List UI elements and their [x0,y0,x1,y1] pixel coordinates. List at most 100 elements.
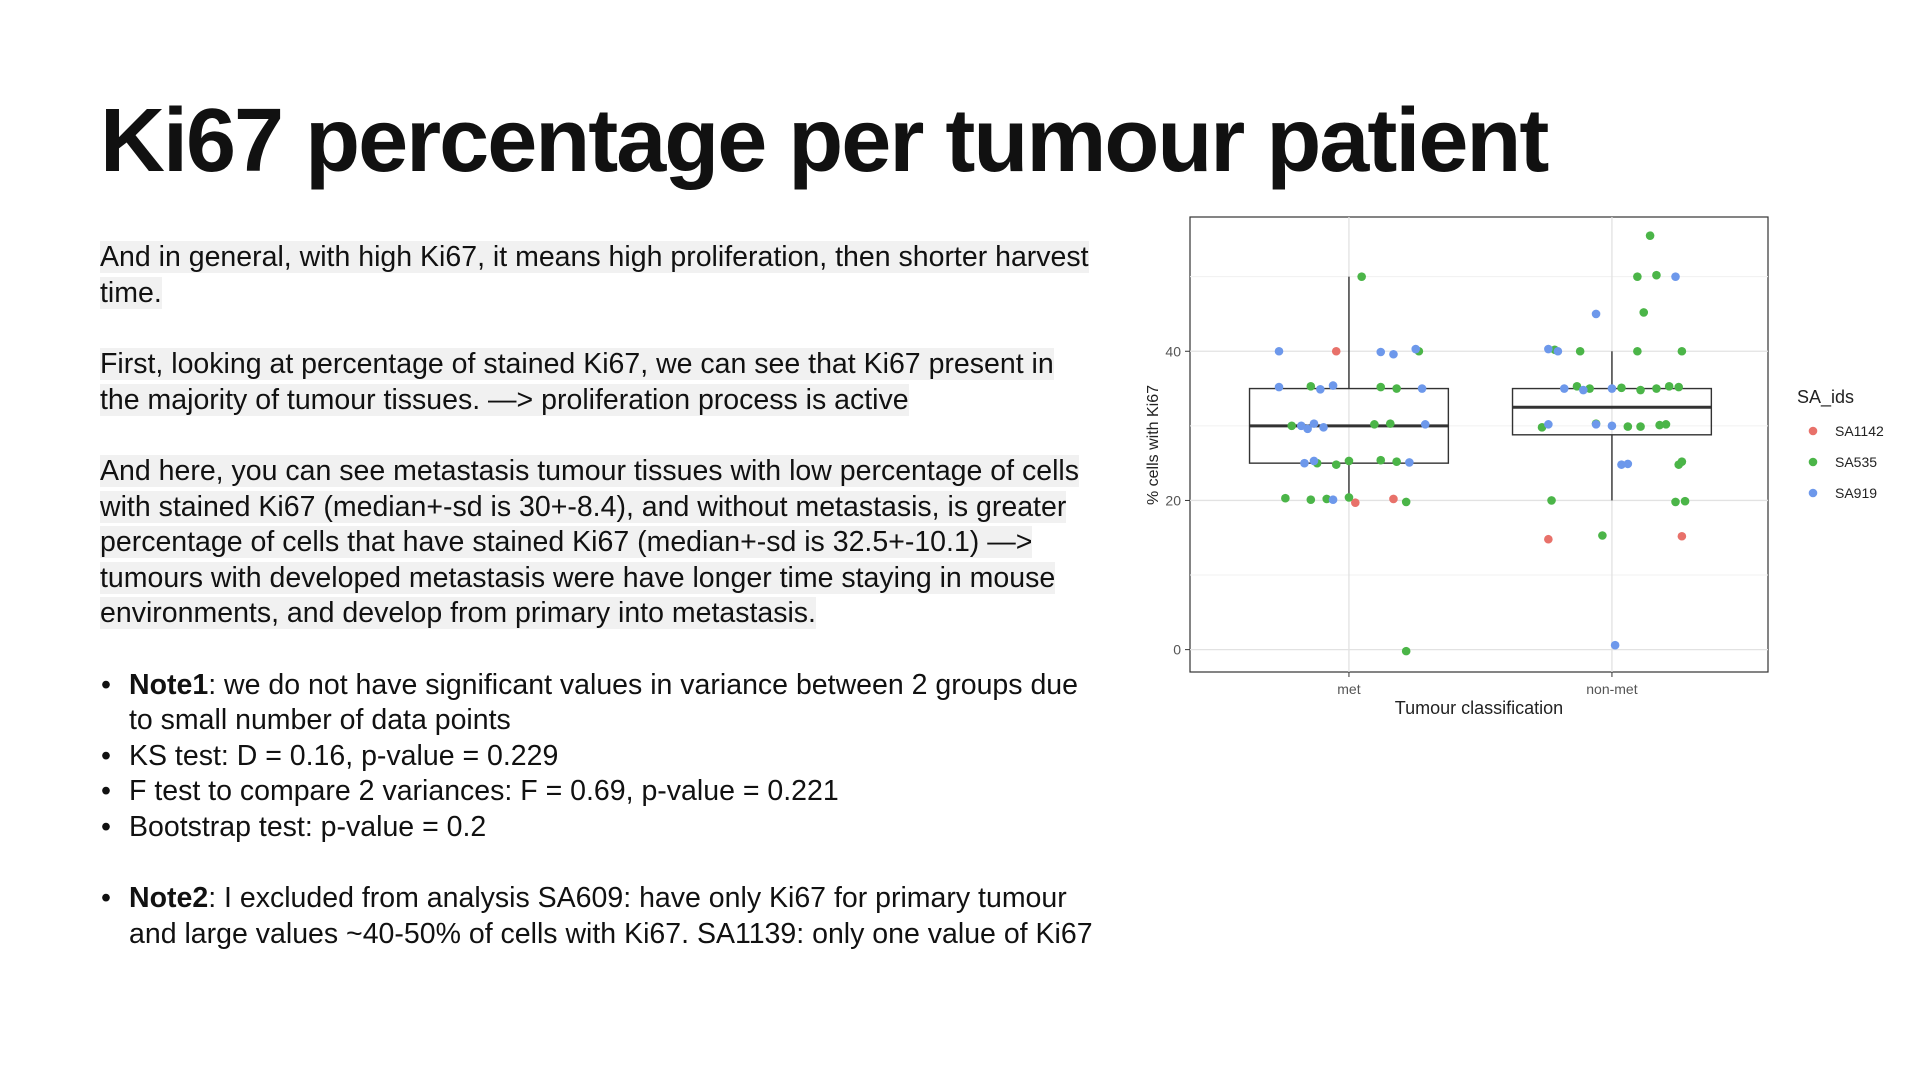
data-point [1411,344,1421,354]
data-point [1652,270,1661,280]
data-point [1645,231,1655,240]
data-point [1664,382,1674,391]
note2-item: Note2: I excluded from analysis SA609: h… [100,881,1100,952]
data-point [1674,460,1683,469]
legend-key [1808,488,1818,498]
data-point [1617,383,1626,393]
data-point [1544,344,1553,354]
data-point [1376,455,1386,465]
data-point [1652,384,1661,393]
data-point [1328,381,1338,390]
y-tick-label: 0 [1173,642,1181,658]
legend-title: SA_ids [1797,387,1854,408]
data-point [1607,421,1617,431]
note1-label: Note1 [129,668,209,701]
f-test-item: F test to compare 2 variances: F = 0.69,… [100,774,1100,810]
data-point [1376,347,1386,357]
data-point [1591,420,1601,429]
data-point [1306,495,1316,504]
x-tick-label: met [1337,681,1360,697]
data-point [1274,382,1284,392]
data-point [1331,460,1341,469]
data-point [1572,382,1582,391]
data-point [1306,382,1316,391]
data-point [1351,498,1360,507]
ks-test-item: KS test: D = 0.16, p-value = 0.229 [100,739,1100,775]
data-point [1401,646,1411,656]
data-point [1392,457,1401,466]
data-point [1633,346,1642,356]
paragraph-intro: And in general, with high Ki67, it means… [100,241,1089,309]
data-point [1677,346,1687,356]
legend-label: SA535 [1835,454,1877,470]
legend-key [1808,457,1818,467]
slide-body: And in general, with high Ki67, it means… [100,240,1100,952]
data-point [1401,497,1411,507]
data-point [1300,458,1309,468]
y-axis-label: % cells with Ki67 [1145,385,1162,505]
note1-text: : we do not have significant values in v… [129,668,1078,737]
data-point [1655,420,1664,430]
data-point [1309,419,1319,428]
data-point [1370,420,1379,429]
data-point [1544,420,1553,429]
note1-item: Note1: we do not have significant values… [100,668,1100,739]
data-point [1633,272,1642,281]
data-point [1617,460,1626,469]
data-point [1389,494,1398,504]
legend-label: SA919 [1835,485,1877,501]
data-point [1303,424,1312,434]
data-point [1607,384,1617,393]
note2-label: Note2 [129,882,209,914]
y-tick-label: 40 [1165,343,1181,359]
data-point [1417,384,1427,393]
data-point [1376,382,1386,392]
data-point [1287,421,1297,431]
data-point [1610,640,1620,650]
data-point [1389,349,1398,359]
bootstrap-test-item: Bootstrap test: p-value = 0.2 [100,810,1100,846]
page-title: Ki67 percentage per tumour patient [100,91,1549,191]
data-point [1559,384,1569,393]
data-point [1677,531,1687,541]
note2-text: : I excluded from analysis SA609: have o… [129,882,1093,950]
data-point [1309,456,1319,466]
legend-key [1808,426,1818,436]
data-point [1671,272,1680,281]
jitter-points [1274,231,1690,656]
data-point [1319,423,1328,432]
data-point [1357,272,1366,281]
data-point [1623,422,1633,431]
data-point [1623,459,1633,469]
ki67-boxplot-chart: 0 20 40 met non-met % cells with Ki67 Tumour… [1145,216,1884,718]
legend-label: SA1142 [1835,423,1884,439]
data-point [1636,385,1645,395]
legend: SA_ids SA1142 SA535 SA919 [1797,387,1884,501]
data-point [1274,346,1284,356]
note2-list: Note2: I excluded from analysis SA609: h… [100,881,1100,952]
data-point [1344,493,1354,502]
data-point [1680,496,1690,506]
data-point [1636,422,1645,431]
data-point [1281,493,1290,503]
data-point [1639,308,1649,317]
data-point [1671,497,1680,507]
data-point [1316,385,1325,394]
y-tick-label: 20 [1165,492,1181,508]
x-tick-label: non-met [1586,681,1637,697]
data-point [1331,346,1341,356]
data-point [1547,496,1556,505]
data-point [1598,531,1607,540]
data-point [1322,494,1331,504]
data-point [1544,534,1553,544]
paragraph-presence: First, looking at percentage of stained … [100,348,1054,416]
x-axis-label: Tumour classification [1395,698,1563,718]
axes: 0 20 40 met non-met [1165,343,1637,697]
data-point [1674,382,1683,392]
data-point [1579,385,1588,395]
data-point [1575,346,1585,356]
stats-bullet-list: Note1: we do not have significant values… [100,668,1100,846]
paragraph-metastasis: And here, you can see metastasis tumour … [100,455,1079,629]
plot-panel [1189,216,1769,673]
data-point [1344,456,1354,466]
